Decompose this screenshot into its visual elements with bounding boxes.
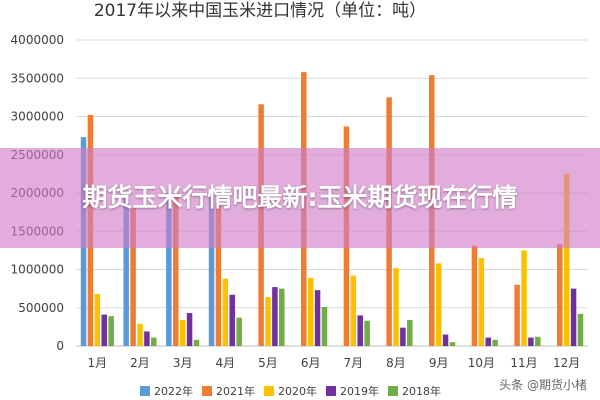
bar xyxy=(400,327,406,346)
y-tick-label: 500000 xyxy=(18,301,64,315)
x-tick-label: 3月 xyxy=(173,356,193,370)
legend-swatch xyxy=(388,386,398,396)
bar xyxy=(478,258,485,346)
bar xyxy=(193,339,200,346)
bar xyxy=(492,339,498,346)
bar xyxy=(557,244,563,346)
bar xyxy=(94,293,101,346)
watermark: 头条 @期货小楮 xyxy=(496,375,590,394)
legend-label: 2019年 xyxy=(340,384,379,398)
bar xyxy=(435,263,442,346)
x-tick-label: 6月 xyxy=(301,356,321,370)
bar xyxy=(222,278,229,346)
legend-label: 2022年 xyxy=(154,384,193,398)
bar xyxy=(101,314,107,346)
bar xyxy=(528,337,534,346)
legend-label: 2018年 xyxy=(402,384,441,398)
bar xyxy=(307,277,314,346)
bar xyxy=(570,288,577,346)
bar xyxy=(279,288,285,346)
bar xyxy=(364,320,370,346)
bar xyxy=(208,193,215,346)
bar xyxy=(485,337,491,346)
x-axis-ticks: 1月 2月 3月 4月 5月 6月 7月 8月 9月 10月 11月 12月 xyxy=(88,356,581,370)
bar xyxy=(123,198,129,346)
bar xyxy=(173,196,179,346)
bar xyxy=(236,317,242,346)
x-tick-label: 8月 xyxy=(386,356,406,370)
bar xyxy=(144,331,150,346)
x-tick-label: 11月 xyxy=(510,356,537,370)
legend-swatch xyxy=(326,386,336,396)
bar xyxy=(130,208,136,346)
legend-swatch xyxy=(202,386,212,396)
bar xyxy=(535,336,541,346)
legend-swatch xyxy=(264,386,274,396)
y-tick-label: 1000000 xyxy=(11,263,64,277)
x-tick-label: 1月 xyxy=(88,356,108,370)
y-tick-label: 0 xyxy=(56,339,64,353)
bar xyxy=(272,287,278,346)
bar xyxy=(514,284,520,346)
bar xyxy=(577,313,584,346)
bar xyxy=(350,275,357,346)
bar xyxy=(357,315,363,346)
legend-label: 2021年 xyxy=(216,384,255,398)
bar xyxy=(179,319,186,346)
x-tick-label: 2月 xyxy=(130,356,150,370)
x-tick-label: 12月 xyxy=(553,356,580,370)
y-tick-label: 3500000 xyxy=(11,71,64,85)
bar xyxy=(563,173,570,346)
x-tick-label: 10月 xyxy=(468,356,495,370)
bar xyxy=(186,313,193,346)
banner-text: 期货玉米行情吧最新:玉米期货现在行情 xyxy=(82,183,518,212)
bar xyxy=(229,294,235,346)
y-tick-label: 4000000 xyxy=(11,33,64,47)
bar xyxy=(151,337,157,346)
legend: 2022年 2021年 2020年 2019年 2018年 xyxy=(140,384,441,398)
bar xyxy=(521,250,527,346)
bar xyxy=(449,342,456,346)
overlay-banner: 期货玉米行情吧最新:玉米期货现在行情 xyxy=(0,148,600,248)
bar xyxy=(442,334,449,346)
y-tick-label: 3000000 xyxy=(11,110,64,124)
x-tick-label: 4月 xyxy=(216,356,236,370)
bar xyxy=(108,316,114,346)
bar xyxy=(137,323,143,346)
bar xyxy=(215,203,222,346)
bar xyxy=(166,193,172,346)
legend-swatch xyxy=(140,386,150,396)
x-tick-label: 5月 xyxy=(258,356,278,370)
x-tick-label: 7月 xyxy=(344,356,364,370)
chart-title: 2017年以来中国玉米进口情况（单位：吨） xyxy=(94,1,426,21)
bar xyxy=(407,319,413,346)
bar xyxy=(314,290,321,346)
bar xyxy=(471,245,478,346)
bar xyxy=(265,297,271,346)
bar xyxy=(393,267,399,346)
bar xyxy=(321,306,328,346)
x-tick-label: 9月 xyxy=(429,356,449,370)
legend-label: 2020年 xyxy=(278,384,317,398)
